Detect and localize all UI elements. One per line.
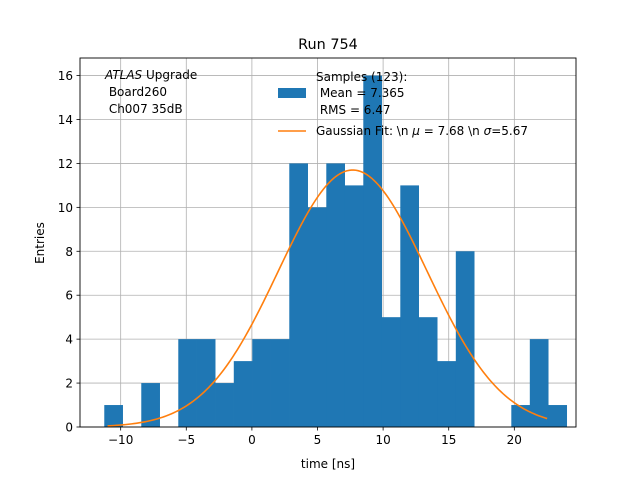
y-tick-label: 6 bbox=[65, 289, 73, 303]
histogram-bar bbox=[511, 405, 531, 427]
x-axis-label: time [ns] bbox=[301, 457, 355, 471]
legend-histogram-label-2: Mean = 7.365 bbox=[316, 86, 405, 100]
histogram-bar bbox=[455, 251, 475, 427]
legend-histogram-swatch bbox=[278, 88, 306, 98]
legend-fit-mu: μ bbox=[411, 124, 420, 138]
y-axis-label: Entries bbox=[33, 222, 47, 264]
legend-fit-prefix: Gaussian Fit: \n bbox=[316, 124, 412, 138]
y-tick-label: 16 bbox=[58, 69, 73, 83]
legend-fit-sigma-text: =5.67 bbox=[491, 124, 528, 138]
histogram-bar bbox=[104, 405, 123, 427]
x-tick-label: 20 bbox=[507, 433, 522, 447]
histogram-bar bbox=[437, 361, 457, 427]
histogram-bar bbox=[252, 339, 271, 427]
y-tick-label: 4 bbox=[65, 333, 73, 347]
legend-histogram-label-1: Samples (123): bbox=[316, 70, 407, 84]
legend: Samples (123): Mean = 7.365 RMS = 6.47 G… bbox=[278, 70, 528, 138]
plot-frame bbox=[79, 57, 577, 428]
histogram-bar bbox=[529, 339, 549, 427]
x-axis-ticks: −10 −5 0 5 10 15 20 bbox=[108, 427, 522, 447]
histogram-bar bbox=[326, 163, 345, 427]
annotation-line-3: Ch007 35dB bbox=[105, 102, 183, 116]
chart-title: Run 754 bbox=[298, 37, 358, 53]
x-tick-label: −5 bbox=[177, 433, 195, 447]
histogram-bar bbox=[418, 317, 438, 427]
annotation-upgrade: Upgrade bbox=[142, 68, 197, 82]
legend-fit-label: Gaussian Fit: \n μ = 7.68 \n σ=5.67 bbox=[316, 124, 528, 138]
histogram-bar bbox=[141, 383, 160, 427]
y-tick-label: 14 bbox=[58, 113, 73, 127]
histogram-bars bbox=[104, 75, 568, 428]
histogram-bar bbox=[363, 75, 382, 428]
legend-histogram-label-3: RMS = 6.47 bbox=[316, 103, 391, 117]
legend-fit-sigma: σ bbox=[484, 124, 492, 138]
histogram-bar bbox=[196, 339, 216, 427]
x-tick-label: −10 bbox=[108, 433, 133, 447]
x-tick-label: 15 bbox=[441, 433, 456, 447]
y-tick-label: 12 bbox=[58, 157, 73, 171]
histogram-bar bbox=[289, 163, 308, 427]
histogram-bar bbox=[344, 185, 364, 427]
x-tick-label: 10 bbox=[375, 433, 390, 447]
histogram-bar bbox=[270, 339, 290, 427]
histogram-bar bbox=[178, 339, 197, 427]
annotation-atlas: ATLAS bbox=[104, 68, 143, 82]
histogram-bar bbox=[548, 405, 568, 427]
x-tick-label: 5 bbox=[314, 433, 322, 447]
x-tick-label: 0 bbox=[248, 433, 256, 447]
annotation-line-1: ATLAS Upgrade bbox=[104, 68, 197, 82]
y-tick-label: 2 bbox=[65, 377, 73, 391]
y-axis-ticks: 0 2 4 6 8 10 12 14 16 bbox=[58, 69, 80, 435]
histogram-bar bbox=[233, 361, 253, 427]
atlas-annotation: ATLAS Upgrade Board260 Ch007 35dB bbox=[104, 68, 197, 116]
histogram-bar bbox=[215, 383, 234, 427]
legend-fit-mu-text: = 7.68 \n bbox=[420, 124, 484, 138]
histogram-bar bbox=[307, 207, 327, 427]
histogram-bar bbox=[381, 317, 401, 427]
gaussian-fit-curve bbox=[107, 169, 548, 427]
annotation-line-2: Board260 bbox=[105, 85, 167, 99]
y-tick-label: 0 bbox=[65, 421, 73, 435]
y-tick-label: 8 bbox=[65, 245, 73, 259]
y-tick-label: 10 bbox=[58, 201, 73, 215]
